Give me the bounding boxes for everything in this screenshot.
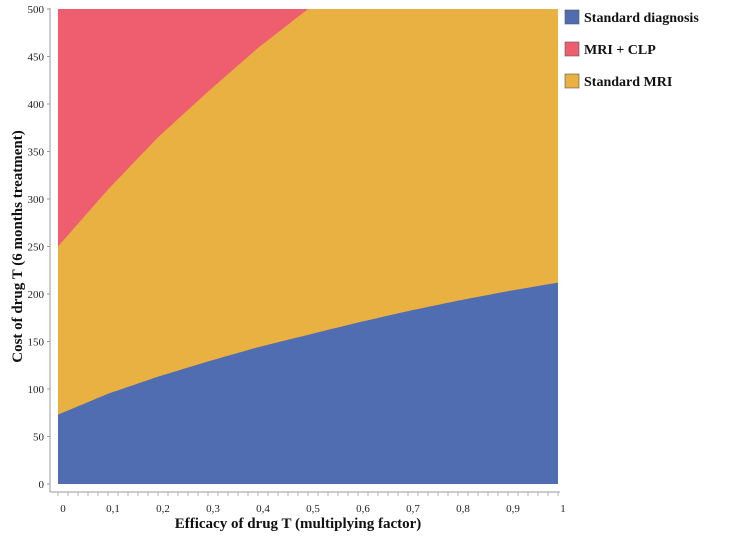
chart-ticks: 0 50 100 150 200 250 300 350 400 450 500 0 0,1 0,2 0,3… xyxy=(28,4,566,515)
legend-swatch xyxy=(564,73,580,89)
legend-label: Standard diagnosis xyxy=(584,11,699,26)
y-tick-label: 250 xyxy=(28,242,45,254)
legend-label: Standard MRI xyxy=(584,75,672,90)
y-tick-label: 50 xyxy=(33,432,45,444)
y-tick-label: 200 xyxy=(28,289,45,301)
x-tick-label: 0,6 xyxy=(356,503,370,515)
x-tick-label: 0 xyxy=(60,503,66,515)
x-tick-label: 0,4 xyxy=(256,503,270,515)
y-tick-label: 150 xyxy=(28,337,45,349)
y-tick-label: 450 xyxy=(28,52,45,64)
y-tick-label: 500 xyxy=(28,4,45,16)
x-tick-label: 0,7 xyxy=(406,503,420,515)
y-tick-label: 400 xyxy=(28,99,45,111)
chart-axes xyxy=(49,8,560,496)
x-tick-label: 1 xyxy=(560,503,566,515)
legend-label: MRI + CLP xyxy=(584,43,656,58)
x-tick-label: 0,2 xyxy=(156,503,170,515)
legend-swatch xyxy=(564,41,580,57)
x-tick-label: 0,5 xyxy=(306,503,320,515)
x-tick-label: 0,3 xyxy=(206,503,220,515)
legend-swatch xyxy=(564,9,580,25)
x-axis-title: Efficacy of drug T (multiplying factor) xyxy=(175,516,422,532)
x-tick-label: 0,8 xyxy=(456,503,470,515)
y-tick-label: 300 xyxy=(28,194,45,206)
chart-regions xyxy=(58,9,558,484)
y-axis-title: Cost of drug T (6 months treatment) xyxy=(10,130,26,363)
y-tick-label: 100 xyxy=(28,384,45,396)
x-tick-label: 0,9 xyxy=(506,503,520,515)
region-standard-diagnosis xyxy=(58,282,558,484)
y-tick-label: 350 xyxy=(28,147,45,159)
legend: Standard diagnosis MRI + CLP Standard MRI xyxy=(564,9,699,90)
y-tick-label: 0 xyxy=(39,479,45,491)
x-tick-label: 0,1 xyxy=(106,503,120,515)
region-mri-clp xyxy=(58,9,308,247)
